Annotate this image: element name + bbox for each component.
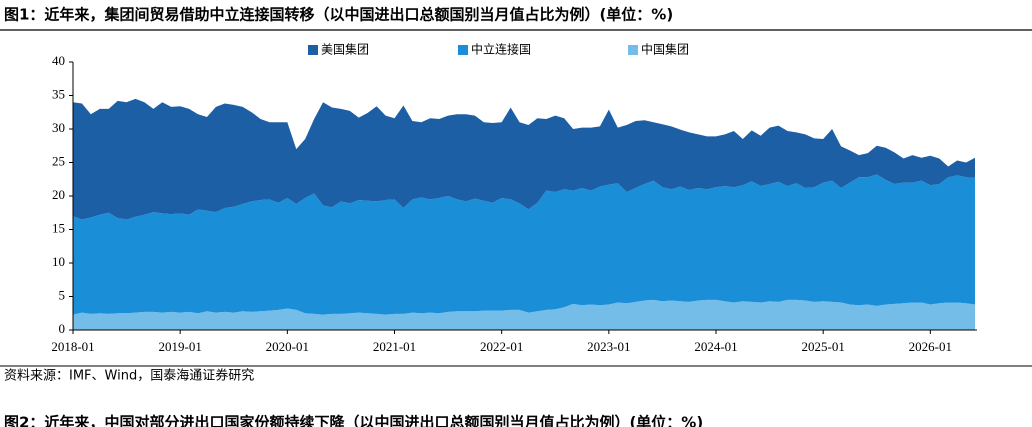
legend-label: 美国集团 [321, 42, 369, 57]
x-tick-label: 2021-01 [373, 339, 416, 354]
y-tick-label: 20 [52, 187, 65, 202]
x-tick-label: 2026-01 [909, 339, 952, 354]
area [73, 299, 975, 330]
x-tick-label: 2019-01 [158, 339, 201, 354]
y-tick-label: 15 [52, 220, 65, 235]
area [73, 174, 975, 315]
x-tick-label: 2018-01 [51, 339, 94, 354]
y-tick-label: 10 [52, 254, 65, 269]
legend-swatch [308, 45, 318, 55]
y-tick-label: 30 [52, 120, 65, 135]
x-tick-label: 2025-01 [802, 339, 845, 354]
x-tick-label: 2023-01 [587, 339, 630, 354]
y-tick-label: 5 [59, 287, 66, 302]
next-figure-title: 图2：近年来，中国对部分进出口国家份额持续下降（以中国进出口总额国别当月值占比为… [4, 414, 703, 427]
y-tick-label: 0 [59, 321, 66, 336]
x-tick-label: 2020-01 [266, 339, 309, 354]
legend-swatch [458, 45, 468, 55]
legend-label: 中国集团 [641, 42, 689, 57]
y-tick-label: 35 [52, 86, 65, 101]
y-tick-label: 40 [52, 53, 65, 68]
area [73, 98, 975, 220]
y-tick-label: 25 [52, 153, 65, 168]
figure-title: 图1：近年来，集团间贸易借助中立连接国转移（以中国进出口总额国别当月值占比为例）… [4, 6, 673, 24]
x-tick-label: 2024-01 [694, 339, 737, 354]
legend-swatch [628, 45, 638, 55]
legend-label: 中立连接国 [471, 42, 531, 57]
x-tick-label: 2022-01 [480, 339, 523, 354]
source-note: 资料来源：IMF、Wind，国泰海通证券研究 [4, 368, 254, 384]
